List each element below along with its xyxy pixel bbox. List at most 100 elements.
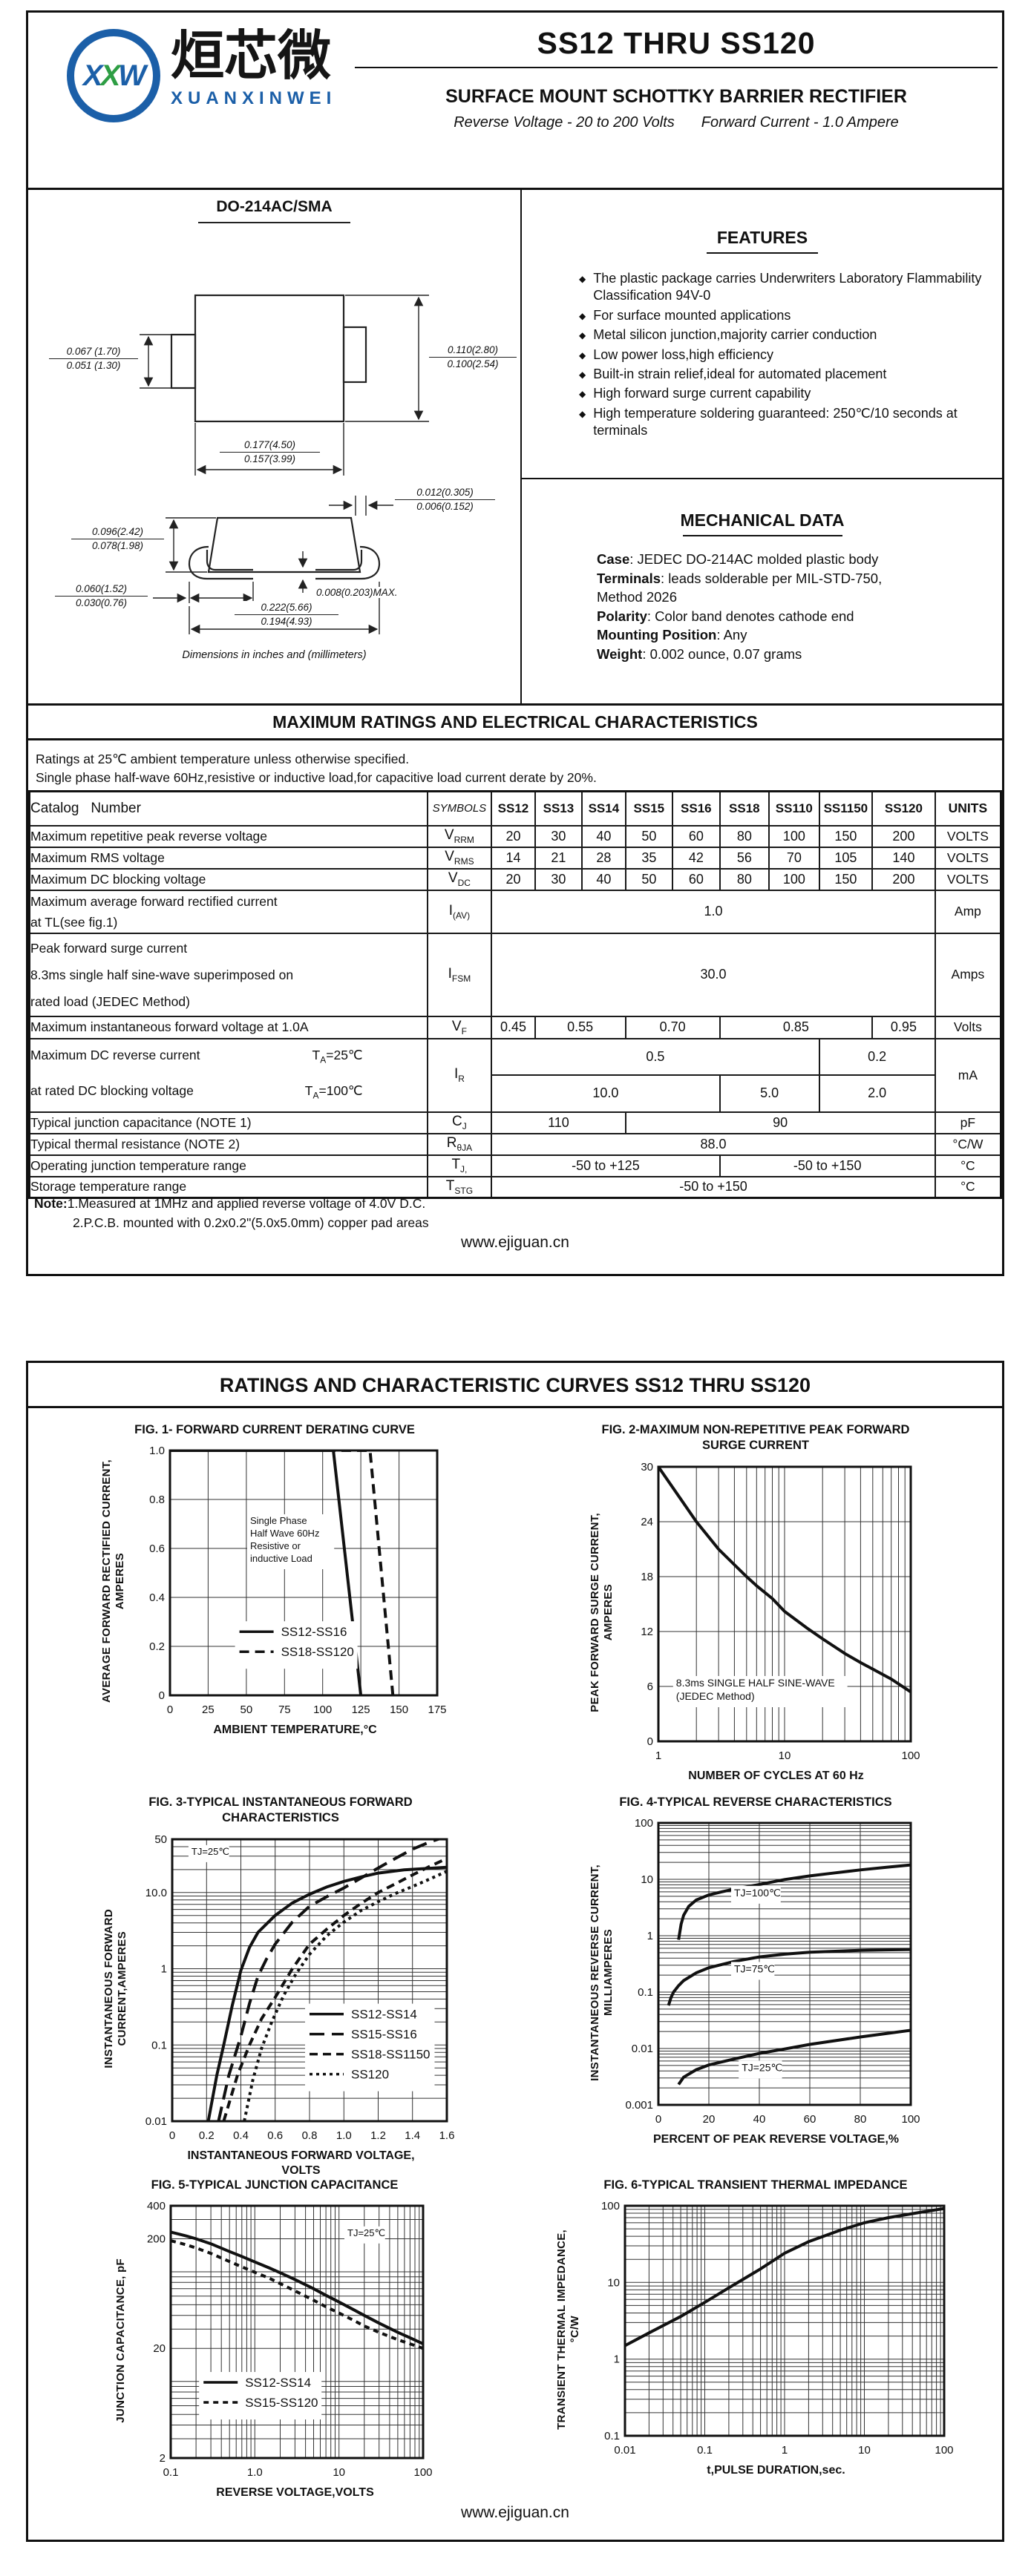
- svg-text:100: 100: [601, 2200, 620, 2212]
- svg-text:100: 100: [635, 1817, 653, 1830]
- mech-line: Case: JEDEC DO-214AC molded plastic body: [597, 551, 879, 567]
- svg-text:75: 75: [278, 1703, 291, 1716]
- package-name-rule: [198, 222, 350, 223]
- svg-text:8.3ms SINGLE HALF SINE-WAVE: 8.3ms SINGLE HALF SINE-WAVE: [676, 1677, 835, 1689]
- data-series: [171, 2230, 423, 2350]
- svg-text:0: 0: [167, 1703, 173, 1716]
- svg-text:20: 20: [703, 2113, 716, 2126]
- figure-3-y-axis-label: INSTANTANEOUS FORWARD CURRENT,AMPERES: [102, 1908, 128, 2069]
- value-cell: 88.0: [491, 1132, 936, 1156]
- value-cell: 0.2: [818, 1037, 936, 1076]
- svg-text:10: 10: [333, 2466, 345, 2479]
- value-cell: -50 to +150: [719, 1154, 936, 1177]
- doc-title: SS12 THRU SS120: [537, 26, 816, 60]
- dim-foot-length: 0.060(1.52) 0.030(0.76): [55, 582, 148, 610]
- logo-letter: X: [100, 59, 121, 92]
- figure-3-plot: 0 0.2 0.4 0.6 0.8 1.0 1.2 1.4 1.6 0.01 0.1 1 10.0 50 S…: [145, 1833, 455, 2142]
- ratings-title: MAXIMUM RATINGS AND ELECTRICAL CHARACTER…: [272, 712, 758, 732]
- value-cell: 150: [818, 867, 874, 891]
- svg-text:10: 10: [779, 1749, 791, 1762]
- svg-text:0.001: 0.001: [625, 2099, 653, 2112]
- svg-text:SS12-SS14: SS12-SS14: [245, 2376, 311, 2390]
- row-label: Maximum average forward rectified curren…: [28, 889, 428, 934]
- svg-text:100: 100: [935, 2444, 953, 2457]
- column-header: SS15: [624, 790, 674, 827]
- features-list: ◆ The plastic package carries Underwriter…: [523, 270, 1002, 440]
- figure-1: FIG. 1- FORWARD CURRENT DERATING CURVE A…: [37, 1422, 512, 1738]
- svg-text:0: 0: [169, 2129, 175, 2142]
- value-cell: 35: [624, 846, 674, 870]
- package-outline-drawing: [140, 294, 429, 634]
- data-series: [667, 1864, 911, 2086]
- figure-6-title: FIG. 6-TYPICAL TRANSIENT THERMAL IMPEDAN…: [603, 2178, 908, 2192]
- value-cell: 0.95: [871, 1015, 936, 1039]
- svg-text:1.0: 1.0: [149, 1445, 165, 1457]
- value-cell: -50 to +125: [491, 1154, 721, 1177]
- value-cell: 150: [818, 824, 874, 848]
- figure-1-title: FIG. 1- FORWARD CURRENT DERATING CURVE: [134, 1423, 415, 1436]
- legend: SS12-SS16 SS18-SS120: [235, 1621, 358, 1669]
- figure-1-y-axis-label: AVERAGE FORWARD RECTIFIED CURRENT, AMPERE…: [100, 1459, 126, 1703]
- svg-text:0.01: 0.01: [632, 2043, 653, 2055]
- value-cell: 60: [672, 867, 721, 891]
- value-cell: 100: [768, 824, 820, 848]
- title-rule: [355, 67, 998, 68]
- website-link[interactable]: www.ejiguan.cn: [461, 2504, 569, 2521]
- brand-name-cn: 烜芯微: [171, 27, 332, 86]
- mechanical-data-section: MECHANICAL DATA Case: JEDEC DO-214AC mol…: [523, 478, 1002, 663]
- svg-text:SS120: SS120: [351, 2067, 389, 2081]
- unit-cell: pF: [934, 1111, 1002, 1134]
- note-line-2: 2.P.C.B. mounted with 0.2x0.2"(5.0x5.0mm…: [73, 1215, 429, 1231]
- symbol-cell: VF: [426, 1015, 493, 1039]
- svg-text:12: 12: [641, 1626, 653, 1638]
- column-header: SS1150: [818, 790, 874, 827]
- figure-5-title: FIG. 5-TYPICAL JUNCTION CAPACITANCE: [151, 2178, 399, 2192]
- unit-cell: °C/W: [934, 1132, 1002, 1156]
- tagline-forward: Forward Current - 1.0 Ampere: [701, 114, 899, 131]
- figure-2-y-axis-label: PEAK FORWARD SURGE CURRENT, AMPERES: [589, 1512, 615, 1712]
- ratings-band: MAXIMUM RATINGS AND ELECTRICAL CHARACTER…: [28, 703, 1002, 740]
- svg-text:1: 1: [161, 1962, 167, 1975]
- value-cell: 80: [719, 867, 770, 891]
- unit-cell: VOLTS: [934, 846, 1002, 870]
- column-header: SS18: [719, 790, 770, 827]
- svg-text:1: 1: [655, 1749, 661, 1762]
- svg-text:0.2: 0.2: [199, 2129, 215, 2142]
- svg-text:100: 100: [313, 1703, 332, 1716]
- feature-item: ◆ Metal silicon junction,majority carrier…: [579, 326, 983, 344]
- value-cell: 2.0: [818, 1074, 936, 1113]
- column-header: SS12: [491, 790, 536, 827]
- mechanical-title: MECHANICAL DATA: [680, 510, 845, 530]
- figure-5: FIG. 5-TYPICAL JUNCTION CAPACITANCE JUNC…: [37, 2178, 512, 2500]
- mechanical-divider: [520, 478, 1002, 479]
- column-header: SS14: [581, 790, 626, 827]
- svg-text:inductive Load: inductive Load: [250, 1553, 312, 1564]
- svg-text:Half Wave 60Hz: Half Wave 60Hz: [250, 1528, 319, 1539]
- features-section: FEATURES ◆ The plastic package carries Un…: [523, 188, 1002, 442]
- ratings-table: Catalog Number SYMBOLS SS12 SS13 SS14 SS15 SS1…: [28, 790, 1002, 1199]
- curves-title: RATINGS AND CHARACTERISTIC CURVES SS12 T…: [28, 1363, 1002, 1408]
- website-link[interactable]: www.ejiguan.cn: [461, 1234, 569, 1251]
- svg-text:1.0: 1.0: [247, 2466, 263, 2479]
- value-cell: 0.45: [491, 1015, 536, 1039]
- value-cell: 20: [491, 824, 536, 848]
- svg-text:0.1: 0.1: [697, 2444, 713, 2457]
- column-header: SS13: [534, 790, 583, 827]
- svg-text:1: 1: [647, 1930, 653, 1942]
- unit-cell: mA: [934, 1037, 1002, 1113]
- row-label: Maximum DC blocking voltage: [28, 867, 428, 891]
- svg-text:0: 0: [647, 1735, 653, 1748]
- figure-5-y-axis-label: JUNCTION CAPACITANCE, pF: [114, 2258, 127, 2423]
- figure-2: FIG. 2-MAXIMUM NON-REPETITIVE PEAK FORWA…: [512, 1422, 999, 1784]
- feature-item: ◆ High temperature soldering guaranteed: …: [579, 405, 983, 440]
- mech-line: Weight: 0.002 ounce, 0.07 grams: [597, 645, 802, 662]
- annotation: TJ=25℃: [739, 2060, 782, 2079]
- svg-text:TJ=25℃: TJ=25℃: [347, 2227, 385, 2238]
- figure-4-title: FIG. 4-TYPICAL REVERSE CHARACTERISTICS: [619, 1795, 892, 1809]
- svg-text:60: 60: [804, 2113, 816, 2126]
- svg-text:20: 20: [153, 2343, 166, 2356]
- figure-4-y-axis-label: INSTANTANEOUS REVERSE CURRENT, MILLIAMPER…: [589, 1864, 615, 2081]
- symbol-cell: TJ,: [426, 1154, 493, 1177]
